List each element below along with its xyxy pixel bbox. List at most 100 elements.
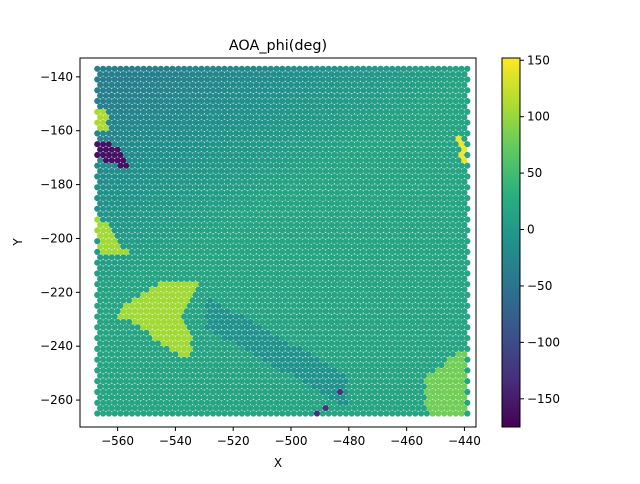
data-point: [313, 98, 321, 105]
data-point: [250, 302, 257, 309]
data-point: [166, 340, 173, 347]
data-point: [126, 168, 133, 175]
data-point: [293, 146, 300, 153]
data-point: [426, 362, 433, 369]
data-point: [157, 108, 164, 115]
data-point: [400, 356, 407, 363]
data-point: [146, 367, 153, 374]
data-point: [105, 108, 112, 115]
data-point: [270, 394, 277, 401]
data-point: [368, 297, 375, 304]
data-point: [186, 291, 193, 299]
data-point: [316, 232, 323, 239]
data-point: [351, 189, 358, 196]
data-point: [325, 302, 332, 309]
data-point: [285, 324, 292, 331]
data-point: [140, 302, 147, 309]
data-point: [192, 130, 199, 137]
data-point: [154, 265, 162, 272]
data-point: [100, 281, 107, 288]
data-point: [435, 205, 442, 212]
data-point: [218, 394, 225, 401]
data-point: [215, 345, 222, 352]
data-point: [394, 302, 402, 309]
data-point: [94, 410, 101, 417]
data-point: [389, 238, 396, 245]
data-point: [452, 270, 459, 277]
data-point: [285, 98, 292, 105]
data-point: [183, 168, 190, 175]
data-point: [348, 367, 355, 374]
data-point: [126, 135, 133, 142]
data-point: [420, 265, 428, 272]
data-point: [218, 232, 225, 239]
data-point: [140, 162, 147, 169]
data-point: [181, 270, 188, 277]
data-point: [464, 65, 471, 72]
data-point: [392, 405, 399, 412]
data-point: [316, 318, 323, 326]
data-point: [175, 378, 182, 385]
data-point: [201, 178, 208, 185]
data-point: [293, 71, 300, 78]
data-point: [247, 329, 254, 336]
data-point: [366, 399, 373, 406]
data-point: [261, 356, 269, 363]
data-point: [455, 114, 462, 121]
data-point: [449, 92, 456, 99]
data-point: [305, 351, 312, 358]
data-point: [175, 367, 182, 374]
data-point: [247, 318, 254, 326]
data-point: [403, 383, 410, 390]
data-point: [394, 76, 402, 83]
data-point: [186, 399, 193, 406]
data-point: [285, 367, 292, 374]
data-point: [305, 114, 312, 121]
data-point: [339, 114, 347, 121]
data-point: [195, 275, 202, 282]
data-point: [394, 270, 402, 277]
data-point: [134, 248, 141, 255]
data-point: [131, 405, 138, 412]
data-point: [233, 324, 240, 331]
data-point: [446, 76, 454, 83]
data-point: [97, 168, 104, 175]
data-point: [464, 108, 471, 115]
data-point: [143, 157, 150, 164]
data-point: [175, 313, 182, 320]
data-point: [146, 378, 153, 385]
data-point: [195, 329, 202, 336]
data-point: [270, 168, 277, 175]
data-point: [178, 351, 185, 358]
data-point: [449, 200, 456, 207]
data-point: [464, 313, 471, 320]
data-point: [253, 265, 260, 272]
data-point: [117, 399, 124, 406]
data-point: [354, 248, 361, 255]
data-point: [302, 399, 309, 406]
data-point: [458, 270, 465, 277]
data-point: [94, 65, 101, 72]
data-point: [377, 399, 384, 406]
data-point: [299, 383, 306, 390]
data-point: [114, 103, 121, 110]
data-point: [452, 313, 459, 320]
data-point: [233, 345, 240, 352]
data-point: [394, 87, 402, 94]
data-point: [189, 340, 196, 347]
data-point: [175, 356, 182, 363]
data-point: [276, 265, 283, 272]
data-point: [261, 162, 269, 169]
data-point: [198, 281, 205, 288]
data-point: [273, 335, 280, 342]
data-point: [270, 146, 277, 153]
data-point: [328, 383, 335, 390]
data-point: [435, 195, 442, 202]
data-point: [418, 162, 425, 169]
data-point: [282, 383, 289, 390]
data-point: [403, 146, 410, 153]
data-point: [207, 243, 214, 250]
data-point: [221, 141, 228, 148]
data-point: [406, 151, 413, 159]
data-point: [172, 275, 179, 282]
